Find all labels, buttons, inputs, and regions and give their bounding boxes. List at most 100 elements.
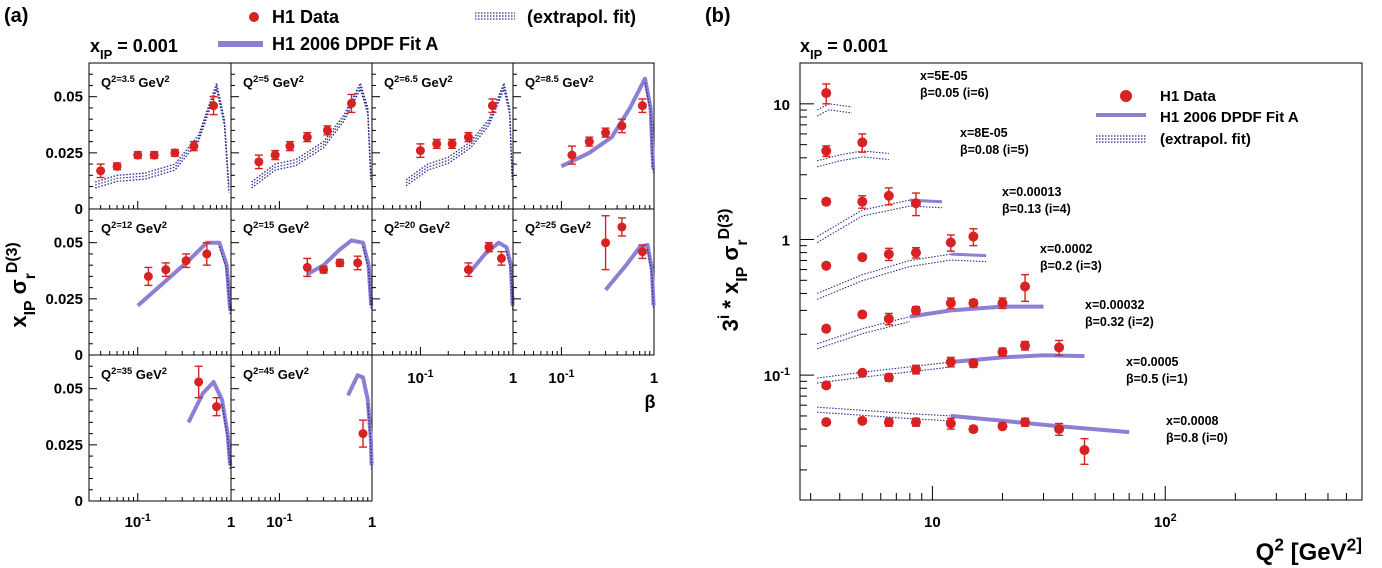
extrapol-fit-line-lower xyxy=(405,87,513,187)
data-point xyxy=(567,150,577,160)
y-tick-label: 0 xyxy=(75,493,83,510)
subplot-q2-35: Q2=35 GeV2 xyxy=(88,354,233,502)
data-point xyxy=(112,161,122,171)
data-point xyxy=(285,141,295,151)
data-point xyxy=(617,222,627,232)
subplot-q2-3.5: Q2=3.5 GeV2 xyxy=(88,62,232,210)
panel-a-y-axis-label: xIP σrD(3) xyxy=(4,242,39,327)
panel-a-legend: H1 Data H1 2006 DPDF Fit A (extrapol. fit) xyxy=(218,7,636,54)
subplot-label: Q2=35 GeV2 xyxy=(101,366,167,382)
subplot-q2-12: Q2=12 GeV2 xyxy=(88,208,233,356)
data-point xyxy=(415,146,425,156)
data-point xyxy=(968,231,979,242)
subplot-label: Q2=25 GeV2 xyxy=(525,220,591,236)
data-point xyxy=(968,298,979,309)
series-x-label: x=0.00013 xyxy=(1002,185,1061,199)
extrapol-fit-line xyxy=(817,316,910,345)
extrapol-fit-line-upper xyxy=(405,81,513,181)
data-point xyxy=(857,367,868,378)
extrapol-fit-line xyxy=(817,361,951,379)
data-point xyxy=(1020,281,1031,292)
data-point xyxy=(945,418,956,429)
legend-label-h1-data: H1 Data xyxy=(272,7,340,27)
extrapol-fit-line xyxy=(817,411,951,422)
data-point xyxy=(212,402,222,412)
data-point xyxy=(463,132,473,142)
y-tick-label: 0.05 xyxy=(54,235,83,252)
fit-band xyxy=(306,238,374,306)
data-point xyxy=(945,298,956,309)
data-point xyxy=(319,265,329,275)
data-point xyxy=(96,166,106,176)
data-point xyxy=(910,305,921,316)
series-beta-label: β=0.32 (i=2) xyxy=(1085,315,1154,329)
y-tick-label: 0.025 xyxy=(45,437,83,454)
subplot-label: Q2=12 GeV2 xyxy=(101,220,167,236)
data-point xyxy=(857,309,868,320)
data-point xyxy=(821,417,832,428)
series-beta-label: β=0.2 (i=3) xyxy=(1040,259,1102,273)
extrapol-fit-line-upper xyxy=(95,80,230,187)
data-point xyxy=(910,247,921,258)
series-beta-label: β=0.13 (i=4) xyxy=(1002,202,1071,216)
data-point xyxy=(270,150,280,160)
data-point xyxy=(945,356,956,367)
data-point xyxy=(883,313,894,324)
subplot-q2-45: Q2=45 GeV2 xyxy=(230,354,374,502)
legend-label-fit-a: H1 2006 DPDF Fit A xyxy=(1160,109,1299,126)
legend-marker-fit-a xyxy=(1096,113,1146,117)
series-beta-label: β=0.8 (i=0) xyxy=(1166,431,1228,445)
y-tick-label: 0 xyxy=(75,201,83,218)
y-tick-label: 0.025 xyxy=(45,291,83,308)
extrapol-fit-line xyxy=(817,321,910,350)
data-point xyxy=(209,101,219,111)
data-point xyxy=(1054,424,1065,435)
series-x-label: x=0.00032 xyxy=(1085,298,1144,312)
extrapol-fit-tail xyxy=(644,82,654,173)
data-point xyxy=(821,145,832,156)
x-tick-label: 10-1 xyxy=(548,368,574,387)
subplot-q2-25: Q2=25 GeV2 xyxy=(512,208,656,356)
legend-label-fit-a: H1 2006 DPDF Fit A xyxy=(272,34,438,54)
legend-marker-h1-data xyxy=(1120,90,1132,102)
series-beta-label: β=0.5 (i=1) xyxy=(1126,372,1188,386)
data-point xyxy=(1054,342,1065,353)
data-point xyxy=(821,260,832,271)
fit-band xyxy=(604,242,656,306)
data-point xyxy=(1020,417,1031,428)
data-point xyxy=(322,125,332,135)
data-point xyxy=(883,249,894,260)
x-tick-label: 1 xyxy=(227,514,235,531)
extrapol-fit-line-mid xyxy=(405,84,513,184)
data-point xyxy=(601,238,611,248)
data-point xyxy=(133,150,143,160)
series-beta-6: x=0.0008 β=0.8 (i=0) xyxy=(817,406,1228,465)
subplot-label: Q2=20 GeV2 xyxy=(384,220,450,236)
subplot-label: Q2=5 GeV2 xyxy=(243,74,304,90)
fit-band xyxy=(909,304,1044,319)
x-tick-label: 10-1 xyxy=(125,512,151,531)
y-tick-label: 10 xyxy=(773,97,790,114)
x-tick-label: 10-1 xyxy=(266,512,292,531)
extrapol-fit-line-upper xyxy=(251,81,372,183)
subplot-label: Q2=45 GeV2 xyxy=(243,366,309,382)
data-point xyxy=(194,377,204,387)
series-x-label: x=0.0002 xyxy=(1040,242,1093,256)
data-point xyxy=(821,196,832,207)
data-point xyxy=(432,139,442,149)
series-beta-3: x=0.0002 β=0.2 (i=3) xyxy=(816,228,1102,300)
legend-label-h1-data: H1 Data xyxy=(1160,88,1217,105)
series-x-label: x=0.0008 xyxy=(1166,414,1219,428)
data-point xyxy=(617,121,627,131)
extrapol-fit-line-mid xyxy=(251,84,372,186)
data-point xyxy=(997,347,1008,358)
panel-b-x-axis-label: Q2 [GeV2] xyxy=(1256,534,1362,566)
data-point xyxy=(1020,340,1031,351)
extrapol-fit-line xyxy=(817,406,951,417)
data-point xyxy=(883,417,894,428)
panel-b-legend: H1 Data H1 2006 DPDF Fit A (extrapol. fit) xyxy=(1096,88,1299,148)
data-point xyxy=(910,364,921,375)
subplot-label: Q2=8.5 GeV2 xyxy=(525,74,594,90)
